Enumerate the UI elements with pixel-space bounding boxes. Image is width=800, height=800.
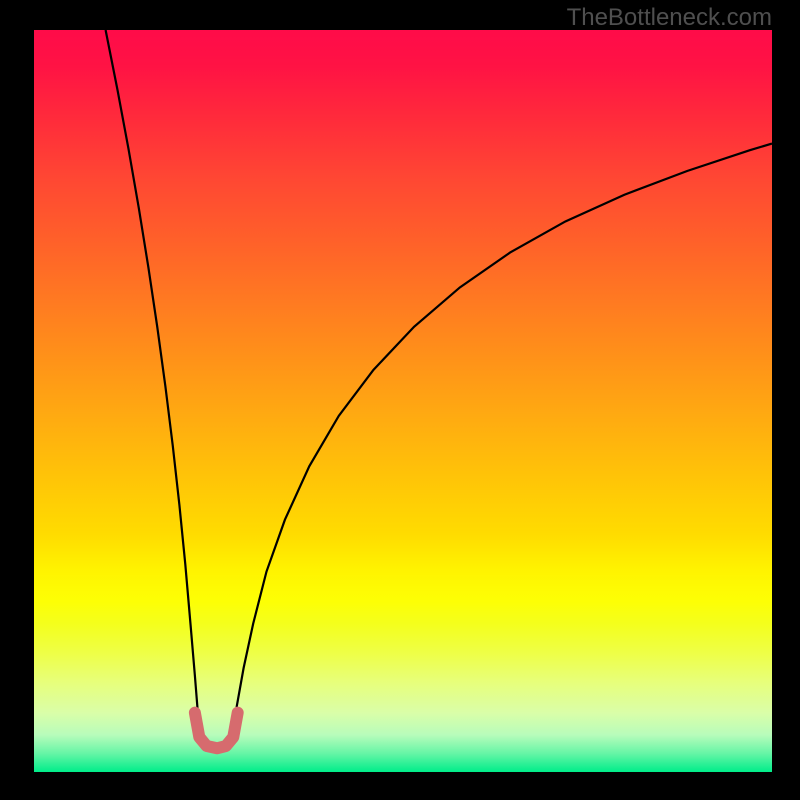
plot-area [34,30,772,772]
chart-container: TheBottleneck.com [0,0,800,800]
gradient-background [34,30,772,772]
watermark-text: TheBottleneck.com [567,4,772,32]
plot-svg [34,30,772,772]
